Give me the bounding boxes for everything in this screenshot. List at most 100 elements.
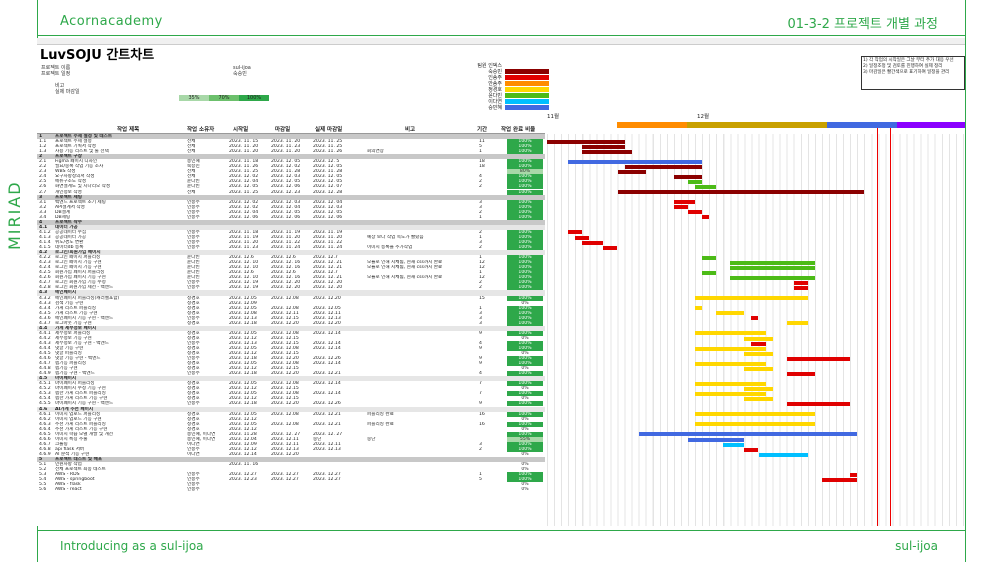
legend-swatch xyxy=(505,74,549,80)
cell-p: 100% xyxy=(507,315,543,321)
pct-100: 100% xyxy=(239,95,269,101)
gantt-bar xyxy=(716,311,745,316)
cell-e: 2023. 12.11 xyxy=(271,310,299,316)
cell-a: 2023. 12.05 xyxy=(313,305,341,311)
deadline-label: 실제 마감일 xyxy=(55,89,80,95)
week-band xyxy=(897,122,965,128)
cell-o: 인송주 xyxy=(187,446,200,452)
cell-p: 100% xyxy=(507,401,543,407)
cell-p: 100% xyxy=(507,411,543,417)
cell-a: 2023. 12. 20 xyxy=(313,285,343,291)
cell-t: AI가게 추천 페이지 xyxy=(55,406,94,412)
cell-id: 3 xyxy=(39,194,43,200)
cell-n: 회의연장 xyxy=(367,149,384,155)
cell-s: 2023. 12.05 xyxy=(229,381,257,387)
legend-title: 팀원 인덱스 xyxy=(477,62,502,69)
cell-t: 찜기능 구현 - 백엔드 xyxy=(55,371,95,377)
cell-id: 4.2.6 xyxy=(39,275,51,281)
legend-item: 이다연 xyxy=(467,98,549,105)
cell-t: 필요/중복 작업 기능 조사 xyxy=(55,164,104,170)
cell-s: 2023. 12. 02 xyxy=(229,174,259,180)
cell-e: 2023. 12. 04 xyxy=(271,204,301,210)
legend-swatch xyxy=(505,92,549,98)
col-owner: 작업 소유자 xyxy=(187,127,215,133)
project-name-value: sul-ijoa xyxy=(233,65,251,71)
table-row: 3.1 백엔드 프로젝트 초기 세팅 인송주 2023. 12. 02 2023. 12… xyxy=(37,199,545,205)
cell-s: 2023. 12. 06 xyxy=(229,214,259,220)
table-row: 4.6.7 크롤링 이다연 2023. 12.09 2023. 12.11 2023. 1… xyxy=(37,441,545,447)
cell-s: 2023. 11. 15 xyxy=(229,139,259,145)
cell-p: 0% xyxy=(521,386,529,392)
table-row: 5.5 AWS - flask 인송주 0% xyxy=(37,482,545,487)
cell-d: 1 xyxy=(479,214,482,220)
cell-o: 전체 xyxy=(187,149,196,155)
cell-id: 2.3 xyxy=(39,169,47,175)
cell-id: 4.2.2 xyxy=(39,255,51,261)
table-row: 4.5.2 마이페이지 수정 기능 구현 정경호 2023. 12.12 2023. 1… xyxy=(37,386,545,391)
legend-item: 인송주 xyxy=(467,74,549,81)
cell-e: 2023. 12.20 xyxy=(271,451,299,457)
note-line: 1) 각 작업의 시작일은 그날 부터 추가 대응 우선 xyxy=(863,58,954,63)
pct-70: 70% xyxy=(209,95,239,101)
table-row: 2.7 개인정보 작성 전체 2023. 11. 25 2023. 12. 23 2023… xyxy=(37,189,545,195)
table-row: 4.2.7 로그인 회원가입 기능 수정 인송주 2023. 12. 19 2023. … xyxy=(37,280,545,286)
table-row: 4.3.7 로그아웃 기능 구현 정경호 2023. 12.18 2023. 12.20… xyxy=(37,320,545,326)
gantt-bar xyxy=(751,316,759,321)
cell-e: 2023. 12. 20 xyxy=(271,285,301,291)
cell-id: 4.4.5 xyxy=(39,351,51,357)
cell-t: AWS - RDS xyxy=(55,472,80,478)
cell-t: 메인페이지 퍼블리싱(캐러셀포함) xyxy=(55,295,120,301)
cell-e: 2023. 11. 24 xyxy=(271,245,301,251)
cell-t: api flask 서버 xyxy=(55,446,85,452)
cell-p: 0% xyxy=(521,467,529,473)
cell-o: 정경호 xyxy=(187,351,200,357)
gantt-bar xyxy=(575,235,590,240)
gantt-bar xyxy=(688,179,703,184)
cell-id: 4.6.2 xyxy=(39,416,51,422)
cell-e: 2023. 12.15 xyxy=(271,396,299,402)
cell-d: 9 xyxy=(479,401,482,407)
cell-d: 4 xyxy=(479,371,482,377)
cell-e: 2023. 12.08 xyxy=(271,305,299,311)
cell-p: 100% xyxy=(507,295,543,301)
cell-p: 100% xyxy=(507,310,543,316)
table-row: 4.2.4 로그인 페이지 기능 구현 윤다빈 2023. 12. 10 2023. 1… xyxy=(37,265,545,271)
table-row: 2.4 요구사항정의서 작성 전체 2023. 12. 02 2023. 12. 03 2… xyxy=(37,174,545,180)
cell-p: 100% xyxy=(507,446,543,452)
member-legend: 팀원 인덱스 숙승민 인송주 안송주 정경호 윤다빈 이다연 승민혜 xyxy=(467,62,549,132)
gantt-bar xyxy=(568,230,583,235)
cell-t: 가게 리스트 기능 구현 xyxy=(55,310,98,316)
cell-t: 위도/경도 변환 xyxy=(55,239,84,245)
cell-id: 2.7 xyxy=(39,189,47,195)
week-band xyxy=(827,122,897,128)
footer-team: sul-ijoa xyxy=(895,539,938,553)
cell-o: 인송주 xyxy=(187,482,200,488)
cell-id: 4.4.6 xyxy=(39,356,51,362)
section-row: 4.1 데이터 가공 xyxy=(37,224,545,230)
cell-p: 100% xyxy=(507,245,543,251)
cell-d: 9 xyxy=(479,345,482,351)
cell-id: 5.2 xyxy=(39,467,47,473)
project-name-label: 프로젝트 이름 xyxy=(41,65,71,71)
gantt-bar xyxy=(603,245,618,250)
gantt-bar xyxy=(744,397,773,402)
cell-s: 2023. 12.12 xyxy=(229,396,257,402)
sheet-title: LuvSOJU 간트차트 xyxy=(40,48,155,63)
cell-n: 이미지 등록을 추가작업 xyxy=(367,245,413,251)
cell-a: 2023. 12.14 xyxy=(313,361,341,367)
gantt-grid xyxy=(547,134,965,526)
cell-e: 2023. 12. 06 xyxy=(271,184,301,190)
cell-a: 2023. 11. 24 xyxy=(313,245,343,251)
cell-t: 백엔드 프로젝트 초기 세팅 xyxy=(55,199,106,205)
table-row: 4.3.6 메인페이지 기능 구현 - 백엔드 인송주 2023. 12.13 2023… xyxy=(37,315,545,321)
cell-id: 4.4.2 xyxy=(39,335,51,341)
cell-t: 프로젝트 기획서 작성 xyxy=(55,144,96,150)
cell-d: 3 xyxy=(479,199,482,205)
cell-o: 인송주 xyxy=(187,204,200,210)
legend-name: 정경호 xyxy=(488,86,502,93)
gantt-bar xyxy=(786,321,808,326)
section-row: 4.4 가게 세부정보 페이지 xyxy=(37,325,545,331)
cell-e: 2023. 12.27 xyxy=(271,472,299,478)
cell-s: 2023. 12. 02 xyxy=(229,204,259,210)
table-row: 4.6.6 이미지 특징 추출 송민혜, 이다연 2023. 12.04 2023. 1… xyxy=(37,436,545,442)
